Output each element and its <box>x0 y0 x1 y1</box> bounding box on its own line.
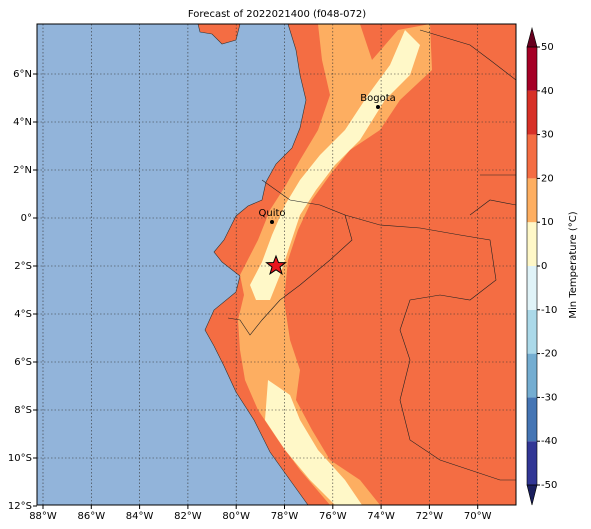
colorbar-band <box>527 353 537 398</box>
lat-tick-label: 8°S <box>14 405 32 416</box>
colorbar-band <box>527 397 537 442</box>
colorbar-tick-label: 10 <box>541 217 554 228</box>
colorbar-extend-low <box>526 484 538 506</box>
warm-band <box>238 24 432 505</box>
colorbar-tick-label: 30 <box>541 130 554 141</box>
colorbar-tick-label: -50 <box>541 480 557 491</box>
borders <box>227 29 516 481</box>
colorbar-tick-label: 50 <box>541 42 554 53</box>
map-frame <box>36 23 517 506</box>
map-area: Bogota Quito <box>37 24 516 505</box>
lon-tick-label: 80°W <box>222 511 250 522</box>
lat-tick-label: 2°N <box>13 165 32 176</box>
lon-tick-label: 72°W <box>416 511 444 522</box>
colorbar-band <box>527 178 537 223</box>
lat-tick-label: 4°S <box>14 309 32 320</box>
colorbar-tick-label: -20 <box>541 349 557 360</box>
city-label: Bogota <box>360 93 396 104</box>
lat-tick-label: 0° <box>21 213 32 224</box>
lon-tick-label: 82°W <box>174 511 202 522</box>
colorbar-label: Min Temperature (°C) <box>568 211 579 318</box>
lon-tick-label: 74°W <box>367 511 395 522</box>
land-panama <box>197 24 241 45</box>
city-marker <box>270 220 274 224</box>
colorbar-tick-label: 40 <box>541 86 554 97</box>
cool-band <box>250 30 420 300</box>
title: Forecast of 2022021400 (f048-072) <box>188 9 366 20</box>
colorbar-band <box>527 222 537 266</box>
colorbar-tick-label: 0 <box>541 261 547 272</box>
city-label: Quito <box>258 208 285 219</box>
lat-tick-label: 6°N <box>13 69 32 80</box>
lat-tick-label: 10°S <box>8 453 32 464</box>
colorbar-band <box>527 47 537 91</box>
lon-tick-label: 88°W <box>29 511 57 522</box>
colorbar-band <box>527 441 537 485</box>
colorbar-tick-label: -40 <box>541 436 557 447</box>
lon-tick-label: 86°W <box>77 511 105 522</box>
lat-tick-label: 2°S <box>14 261 32 272</box>
lat-tick-label: 6°S <box>14 357 32 368</box>
lon-tick-label: 78°W <box>271 511 299 522</box>
lon-tick-label: 76°W <box>319 511 347 522</box>
lat-tick-label: 4°N <box>13 117 32 128</box>
city-marker <box>376 105 380 109</box>
graticule <box>37 24 516 505</box>
colorbar-tick-label: -30 <box>541 392 557 403</box>
star-marker <box>265 254 287 275</box>
colorbar-extend-high <box>526 26 538 48</box>
colorbar-band <box>527 134 537 179</box>
colorbar-tick-label: -10 <box>541 305 557 316</box>
lat-tick-label: 12°S <box>8 501 32 512</box>
lon-tick-label: 70°W <box>464 511 492 522</box>
lon-tick-label: 84°W <box>126 511 154 522</box>
colorbar-tick-label: 20 <box>541 173 554 184</box>
colorbar-band <box>527 309 537 354</box>
colorbar-band <box>527 90 537 135</box>
colorbar-band <box>527 266 537 310</box>
cool-band-south <box>265 380 362 505</box>
